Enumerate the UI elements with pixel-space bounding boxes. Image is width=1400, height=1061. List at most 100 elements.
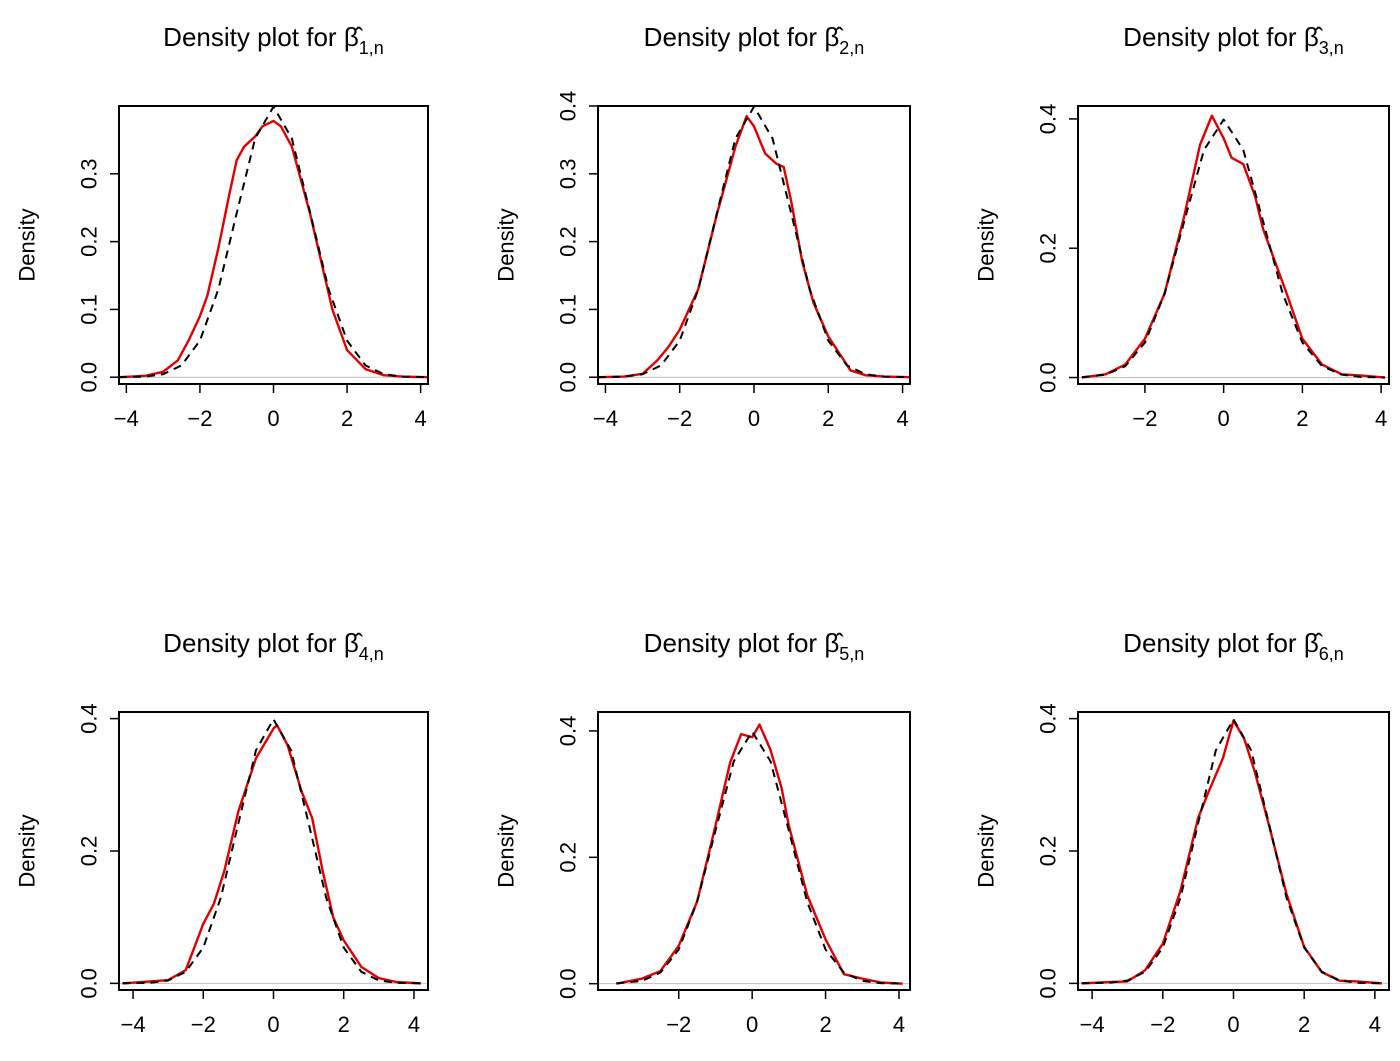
panel-title: Density plot for β̂2,n [644, 22, 865, 58]
panel-title: Density plot for β̂6,n [1123, 628, 1344, 664]
y-tick-label: 0.4 [556, 91, 581, 122]
y-axis-label: Density [974, 814, 999, 887]
panel-title: Density plot for β̂5,n [644, 628, 865, 664]
title-subscript: 1,n [359, 38, 384, 58]
x-tick-label: 2 [341, 406, 353, 431]
x-tick-label: −2 [666, 1012, 691, 1037]
y-tick-label: 0.2 [77, 836, 102, 867]
panel-6: Density plot for β̂6,n −4 −2 0 2 4 0.0 0.2 0.4 De… [974, 628, 1390, 1037]
x-tick-label: 4 [1369, 1012, 1381, 1037]
title-text: Density plot for [644, 628, 825, 658]
y-tick-label: 0.4 [77, 703, 102, 734]
panel-title: Density plot for β̂4,n [163, 628, 384, 664]
y-tick-label: 0.0 [556, 362, 581, 393]
x-tick-label: −4 [1080, 1012, 1105, 1037]
panel-title: Density plot for β̂1,n [163, 22, 384, 58]
y-tick-label: 0.2 [556, 842, 581, 873]
y-tick-label: 0.2 [556, 226, 581, 257]
x-tick-label: 0 [267, 1012, 279, 1037]
panel-2: Density plot for β̂2,n −4 −2 0 2 4 0.0 0.1 0.2 0.… [494, 22, 911, 431]
normal-density-line [616, 730, 903, 985]
plot-frame [118, 105, 429, 385]
y-tick-label: 0.4 [556, 716, 581, 747]
empirical-density-line [1081, 719, 1383, 985]
x-tick-label: 2 [338, 1012, 350, 1037]
x-tick-label: 4 [896, 406, 908, 431]
title-symbol: β̂ [824, 22, 844, 52]
x-tick-label: −4 [120, 1012, 145, 1037]
x-tick-label: −4 [114, 406, 139, 431]
y-tick-label: 0.2 [1036, 836, 1061, 867]
plot-frame [597, 105, 911, 385]
y-tick-label: 0.0 [77, 968, 102, 999]
panel-5: Density plot for β̂5,n −2 0 2 4 0.0 0.2 0.4 Dens… [494, 628, 911, 1037]
y-tick-label: 0.0 [1036, 362, 1061, 393]
x-tick-label: 4 [1375, 406, 1387, 431]
plot-frame [597, 711, 911, 991]
panel-3: Density plot for β̂3,n −2 0 2 4 0.0 0.2 0.4 Dens… [974, 22, 1390, 431]
x-tick-label: 0 [267, 406, 279, 431]
x-tick-label: −4 [593, 406, 618, 431]
empirical-density-line [616, 723, 903, 985]
title-text: Density plot for [1123, 628, 1304, 658]
y-axis-label: Density [494, 208, 519, 281]
empirical-density-line [1081, 114, 1386, 379]
title-symbol: β̂ [824, 628, 844, 658]
normal-density-line [1081, 718, 1382, 985]
title-text: Density plot for [163, 628, 344, 658]
x-tick-label: 0 [1227, 1012, 1239, 1037]
x-tick-label: −2 [187, 406, 212, 431]
title-text: Density plot for [163, 22, 344, 52]
normal-density-line [118, 105, 429, 379]
empirical-density-line [122, 724, 422, 985]
panel-title: Density plot for β̂3,n [1123, 22, 1344, 58]
title-symbol: β̂ [1304, 22, 1324, 52]
title-subscript: 3,n [1319, 38, 1344, 58]
title-text: Density plot for [644, 22, 825, 52]
title-text: Density plot for [1123, 22, 1304, 52]
panel-1: Density plot for β̂1,n −4 −2 0 2 4 0.0 0.1 0.2 0.… [15, 22, 429, 431]
title-subscript: 6,n [1319, 644, 1344, 664]
normal-density-line [1081, 118, 1386, 379]
title-subscript: 2,n [839, 38, 864, 58]
y-tick-label: 0.0 [556, 968, 581, 999]
plot-frame [1077, 105, 1390, 385]
title-subscript: 4,n [359, 644, 384, 664]
y-tick-label: 0.3 [556, 159, 581, 190]
empirical-density-line [118, 119, 429, 379]
y-axis-label: Density [494, 814, 519, 887]
y-tick-label: 0.0 [77, 362, 102, 393]
empirical-density-line [597, 114, 911, 379]
x-tick-label: 0 [746, 1012, 758, 1037]
y-axis-label: Density [974, 208, 999, 281]
title-subscript: 5,n [839, 644, 864, 664]
normal-density-line [122, 718, 422, 985]
y-tick-label: 0.2 [77, 226, 102, 257]
plot-frame [1077, 711, 1390, 991]
y-tick-label: 0.4 [1036, 703, 1061, 734]
x-tick-label: −2 [667, 406, 692, 431]
y-axis-label: Density [15, 814, 40, 887]
x-tick-label: 4 [893, 1012, 905, 1037]
x-tick-label: 4 [408, 1012, 420, 1037]
x-tick-label: 0 [1218, 406, 1230, 431]
title-symbol: β̂ [344, 628, 364, 658]
title-symbol: β̂ [1304, 628, 1324, 658]
y-tick-label: 0.1 [556, 294, 581, 325]
y-tick-label: 0.3 [77, 159, 102, 190]
y-tick-label: 0.2 [1036, 233, 1061, 264]
normal-density-line [597, 105, 911, 379]
x-tick-label: −2 [1150, 1012, 1175, 1037]
panel-4: Density plot for β̂4,n −4 −2 0 2 4 0.0 0.2 0.4 De… [15, 628, 429, 1037]
x-tick-label: −2 [1132, 406, 1157, 431]
x-tick-label: 2 [822, 406, 834, 431]
x-tick-label: 2 [1296, 406, 1308, 431]
x-tick-label: −2 [191, 1012, 216, 1037]
y-tick-label: 0.1 [77, 294, 102, 325]
y-tick-label: 0.0 [1036, 968, 1061, 999]
x-tick-label: 2 [1298, 1012, 1310, 1037]
y-axis-label: Density [15, 208, 40, 281]
y-tick-label: 0.4 [1036, 104, 1061, 135]
x-tick-label: 4 [415, 406, 427, 431]
